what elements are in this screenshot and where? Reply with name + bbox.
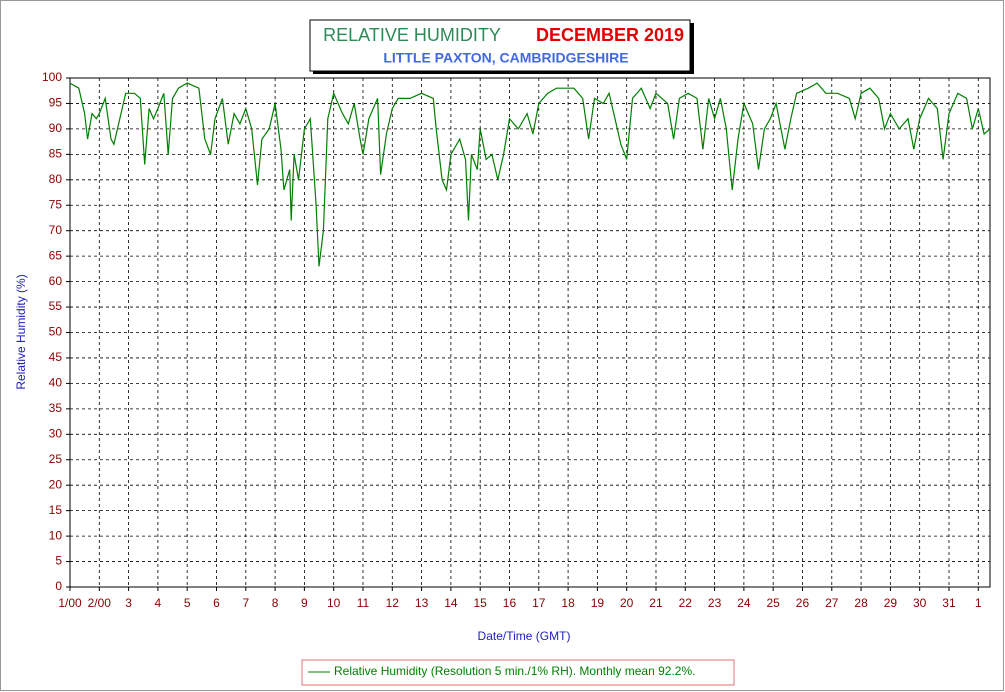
x-tick-label: 14: [444, 596, 458, 610]
x-tick-label: 28: [854, 596, 868, 610]
x-tick-label: 18: [561, 596, 575, 610]
x-tick-label: 22: [679, 596, 693, 610]
x-tick-label: 15: [474, 596, 488, 610]
x-axis-label: Date/Time (GMT): [478, 629, 571, 643]
x-tick-label: 8: [272, 596, 279, 610]
x-tick-label: 4: [155, 596, 162, 610]
y-tick-label: 45: [49, 350, 63, 364]
y-tick-label: 80: [49, 172, 63, 186]
y-tick-label: 60: [49, 274, 63, 288]
x-tick-label: 19: [591, 596, 605, 610]
x-tick-label: 9: [301, 596, 308, 610]
x-tick-label: 23: [708, 596, 722, 610]
x-tick-label: 11: [357, 596, 370, 610]
y-tick-label: 25: [49, 452, 63, 466]
x-tick-label: 29: [884, 596, 898, 610]
chart-subtitle: LITTLE PAXTON, CAMBRIDGESHIRE: [383, 50, 628, 66]
x-tick-label: 6: [213, 596, 220, 610]
x-tick-label: 1/00: [58, 596, 82, 610]
y-tick-label: 90: [49, 121, 63, 135]
title-box: [309, 19, 691, 72]
y-tick-label: 0: [55, 579, 62, 593]
x-tick-label: 3: [125, 596, 132, 610]
y-tick-label: 5: [55, 554, 62, 568]
y-tick-label: 100: [42, 70, 62, 84]
x-tick-label: 25: [767, 596, 781, 610]
y-tick-label: 30: [49, 426, 63, 440]
x-tick-label: 20: [620, 596, 634, 610]
x-tick-label: 1: [975, 596, 982, 610]
y-tick-label: 10: [49, 528, 63, 542]
x-tick-label: 31: [942, 596, 956, 610]
y-tick-label: 85: [49, 147, 63, 161]
x-tick-label: 5: [184, 596, 191, 610]
y-tick-label: 15: [49, 503, 63, 517]
x-tick-label: 16: [503, 596, 517, 610]
y-tick-label: 65: [49, 248, 63, 262]
y-tick-label: 95: [49, 96, 63, 110]
y-tick-label: 70: [49, 223, 63, 237]
y-tick-label: 20: [49, 477, 63, 491]
x-tick-label: 7: [242, 596, 249, 610]
chart-period: DECEMBER 2019: [536, 25, 684, 45]
y-tick-label: 35: [49, 401, 63, 415]
x-tick-label: 17: [532, 596, 546, 610]
x-tick-label: 10: [327, 596, 341, 610]
y-tick-label: 75: [49, 197, 63, 211]
x-tick-label: 2/00: [88, 596, 112, 610]
x-tick-label: 26: [796, 596, 810, 610]
x-tick-label: 12: [386, 596, 400, 610]
data-line: [69, 82, 991, 267]
y-tick-label: 55: [49, 299, 63, 313]
legend-label: Relative Humidity (Resolution 5 min./1% …: [334, 664, 695, 678]
x-tick-label: 24: [737, 596, 751, 610]
y-tick-label: 40: [49, 376, 63, 390]
plot-border: [69, 77, 991, 588]
x-tick-label: 13: [415, 596, 429, 610]
x-tick-label: 27: [825, 596, 839, 610]
chart-title: RELATIVE HUMIDITY: [323, 25, 501, 45]
y-tick-label: 50: [49, 325, 63, 339]
y-axis-label: Relative Humidity (%): [14, 274, 28, 389]
plot-area: [69, 77, 991, 588]
x-tick-label: 30: [913, 596, 927, 610]
x-tick-label: 21: [649, 596, 663, 610]
legend-box: [301, 659, 735, 686]
